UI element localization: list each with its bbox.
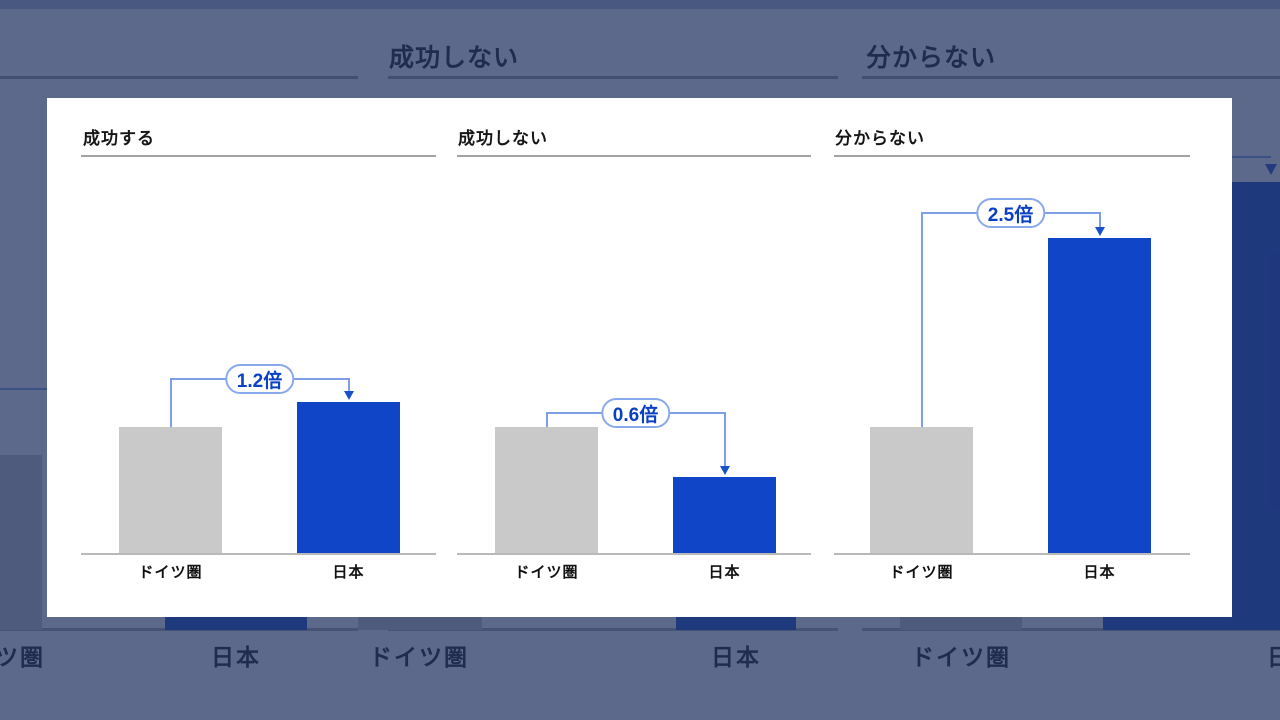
ratio-badge: 2.5倍 [975,198,1046,228]
ratio-badge: 0.6倍 [600,398,671,428]
bracket-arrowhead-icon [1094,227,1105,236]
category-label-japan: 日本 [332,564,365,581]
panel-title-underline [834,155,1190,157]
ratio-badge: 1.2倍 [224,364,295,394]
bar-japan [297,402,400,553]
bracket-vertical-line [545,412,548,427]
bracket-arrowhead-icon [343,391,354,400]
bar-japan [1048,238,1151,553]
bar-germany [870,427,973,553]
panel-title: 成功しない [458,129,548,148]
panel-title-underline [457,155,811,157]
category-label-japan: 日本 [1083,564,1116,581]
bracket-arrow-line [1098,212,1101,227]
bracket-arrow-line [347,378,350,391]
panel-title-underline [81,155,436,157]
category-label-germany: ドイツ圏 [514,564,579,581]
category-label-japan: 日本 [708,564,741,581]
x-axis-line [81,553,436,555]
chart-modal: 成功するドイツ圏 日本 1.2倍 成功しないドイツ圏 日本 0.6倍 分からないドイツ圏 日本… [47,98,1232,617]
bar-japan [673,477,776,553]
x-axis-line [457,553,811,555]
category-label-germany: ドイツ圏 [138,564,203,581]
bar-germany [119,427,222,553]
x-axis-line [834,553,1190,555]
bar-germany [495,427,598,553]
bracket-arrowhead-icon [719,466,730,475]
bracket-arrow-line [723,412,726,466]
panel-title: 成功する [83,129,155,148]
bracket-vertical-line [920,212,923,427]
bracket-vertical-line [169,378,172,427]
category-label-germany: ドイツ圏 [889,564,954,581]
panel-title: 分からない [835,129,925,148]
